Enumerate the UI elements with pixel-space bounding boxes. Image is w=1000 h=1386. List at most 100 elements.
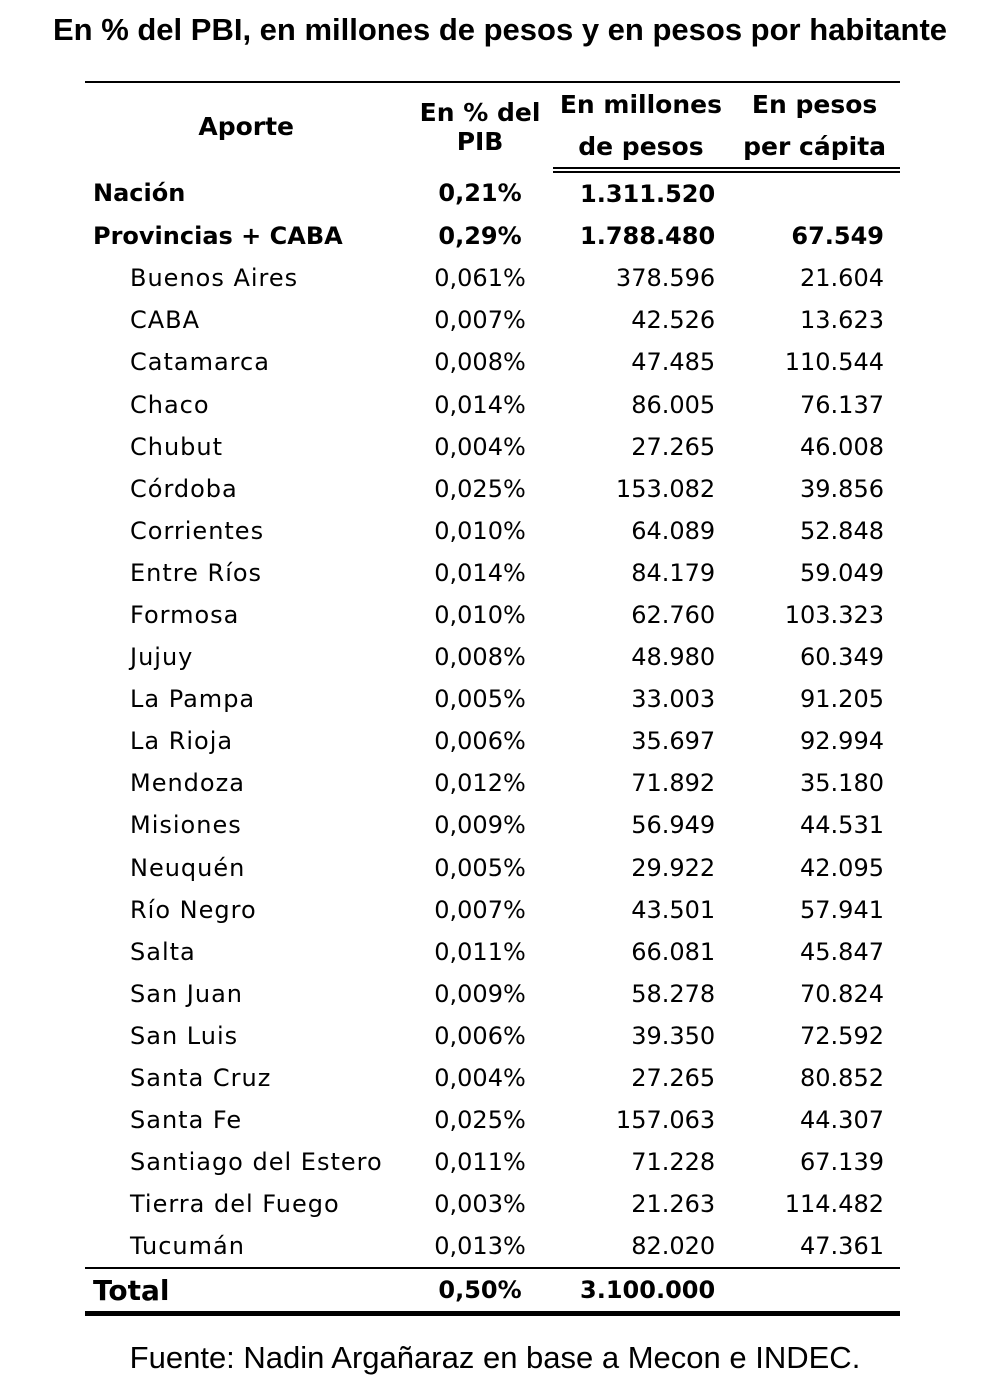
- row-pct: 0,005%: [434, 853, 526, 882]
- table-row: Mendoza 0,012% 71.892 35.180: [85, 762, 900, 804]
- row-name: Tucumán: [130, 1232, 245, 1261]
- row-millones: 58.278: [631, 979, 716, 1008]
- row-percapita: 44.531: [800, 811, 884, 840]
- header-aporte: Aporte: [85, 81, 408, 170]
- row-percapita: 13.623: [800, 306, 884, 335]
- row-name: Córdoba: [130, 474, 238, 503]
- total-millones: 3.100.000: [552, 1267, 730, 1317]
- table-row: Buenos Aires 0,061% 378.596 21.604: [85, 257, 900, 299]
- row-pct: 0,21%: [438, 178, 522, 207]
- row-pct: 0,014%: [434, 390, 526, 419]
- table-row: Córdoba 0,025% 153.082 39.856: [85, 468, 900, 510]
- row-name: Chaco: [130, 390, 210, 419]
- row-millones: 47.485: [631, 348, 716, 377]
- row-pct: 0,010%: [434, 600, 526, 629]
- table-row: CABA 0,007% 42.526 13.623: [85, 299, 900, 341]
- row-name: Catamarca: [130, 348, 270, 377]
- row-percapita: 114.482: [784, 1190, 884, 1219]
- row-percapita: 42.095: [800, 853, 884, 882]
- table-row: Provincias + CABA 0,29% 1.788.480 67.549: [85, 215, 900, 257]
- table-row: Corrientes 0,010% 64.089 52.848: [85, 510, 900, 552]
- row-name: Santa Fe: [130, 1106, 243, 1135]
- row-millones: 27.265: [631, 1064, 716, 1093]
- row-pct: 0,025%: [434, 1106, 526, 1135]
- header-percapita-line2: per cápita: [729, 125, 900, 173]
- row-pct: 0,008%: [434, 348, 526, 377]
- row-name: Provincias + CABA: [93, 222, 343, 251]
- row-pct: 0,025%: [434, 474, 526, 503]
- row-pct: 0,009%: [434, 979, 526, 1008]
- row-name: La Pampa: [130, 685, 256, 714]
- row-percapita: 92.994: [800, 727, 884, 756]
- row-name: Corrientes: [130, 516, 265, 545]
- row-pct: 0,005%: [434, 685, 526, 714]
- row-millones: 43.501: [631, 895, 716, 924]
- row-name: Neuquén: [130, 853, 246, 882]
- row-pct: 0,013%: [434, 1232, 526, 1261]
- table-row: Salta 0,011% 66.081 45.847: [85, 931, 900, 973]
- total-row: Total 0,50% 3.100.000: [85, 1267, 900, 1317]
- row-pct: 0,006%: [434, 727, 526, 756]
- row-name: La Rioja: [130, 727, 234, 756]
- row-percapita: 70.824: [800, 979, 884, 1008]
- row-millones: 66.081: [631, 937, 716, 966]
- total-pct: 0,50%: [407, 1267, 553, 1317]
- row-millones: 84.179: [631, 558, 716, 587]
- row-name: Jujuy: [130, 643, 194, 672]
- row-name: Nación: [93, 178, 186, 207]
- row-percapita: 67.549: [791, 222, 884, 251]
- row-name: Misiones: [130, 811, 242, 840]
- row-millones: 27.265: [631, 432, 716, 461]
- header-percapita-line1: En pesos: [729, 81, 900, 125]
- row-percapita: 60.349: [800, 643, 884, 672]
- row-percapita: 45.847: [800, 937, 884, 966]
- row-percapita: 80.852: [800, 1064, 884, 1093]
- row-millones: 29.922: [631, 853, 716, 882]
- row-millones: 39.350: [631, 1021, 716, 1050]
- table-row: Jujuy 0,008% 48.980 60.349: [85, 636, 900, 678]
- row-name: Entre Ríos: [130, 558, 263, 587]
- row-percapita: 103.323: [784, 600, 884, 629]
- row-pct: 0,011%: [434, 1148, 526, 1177]
- row-pct: 0,007%: [434, 306, 526, 335]
- row-pct: 0,007%: [434, 895, 526, 924]
- row-millones: 153.082: [615, 474, 716, 503]
- row-percapita: 47.361: [800, 1232, 884, 1261]
- table-row: Chubut 0,004% 27.265 46.008: [85, 426, 900, 468]
- row-name: CABA: [130, 306, 201, 335]
- row-name: San Luis: [130, 1021, 239, 1050]
- row-pct: 0,012%: [434, 769, 526, 798]
- row-millones: 1.788.480: [580, 222, 716, 251]
- row-name: Chubut: [130, 432, 224, 461]
- row-pct: 0,006%: [434, 1021, 526, 1050]
- table-row: Nación 0,21% 1.311.520: [85, 170, 900, 215]
- header-millones-line1: En millones: [552, 81, 730, 125]
- row-millones: 64.089: [631, 516, 716, 545]
- table-row: Neuquén 0,005% 29.922 42.095: [85, 847, 900, 889]
- row-percapita: 110.544: [784, 348, 884, 377]
- table-row: Tierra del Fuego 0,003% 21.263 114.482: [85, 1183, 900, 1225]
- row-millones: 71.228: [631, 1148, 716, 1177]
- table-row: San Juan 0,009% 58.278 70.824: [85, 973, 900, 1015]
- row-name: Santa Cruz: [130, 1064, 272, 1093]
- source-note: Fuente: Nadin Argañaraz en base a Mecon …: [129, 1340, 861, 1375]
- row-percapita: 67.139: [800, 1148, 884, 1177]
- row-millones: 21.263: [631, 1190, 716, 1219]
- row-pct: 0,003%: [434, 1190, 526, 1219]
- row-percapita: 59.049: [800, 558, 884, 587]
- table-row: Río Negro 0,007% 43.501 57.941: [85, 889, 900, 931]
- row-millones: 56.949: [631, 811, 716, 840]
- row-name: Salta: [130, 937, 196, 966]
- row-pct: 0,29%: [438, 222, 522, 251]
- row-millones: 33.003: [631, 685, 716, 714]
- row-millones: 48.980: [631, 643, 716, 672]
- table-row: Tucumán 0,013% 82.020 47.361: [85, 1225, 900, 1268]
- row-millones: 42.526: [631, 306, 716, 335]
- table-row: La Rioja 0,006% 35.697 92.994: [85, 720, 900, 762]
- row-name: Tierra del Fuego: [130, 1190, 340, 1219]
- row-name: San Juan: [130, 979, 243, 1008]
- row-pct: 0,010%: [434, 516, 526, 545]
- table-row: Santiago del Estero 0,011% 71.228 67.139: [85, 1141, 900, 1183]
- row-percapita: 72.592: [800, 1021, 884, 1050]
- row-millones: 62.760: [631, 600, 716, 629]
